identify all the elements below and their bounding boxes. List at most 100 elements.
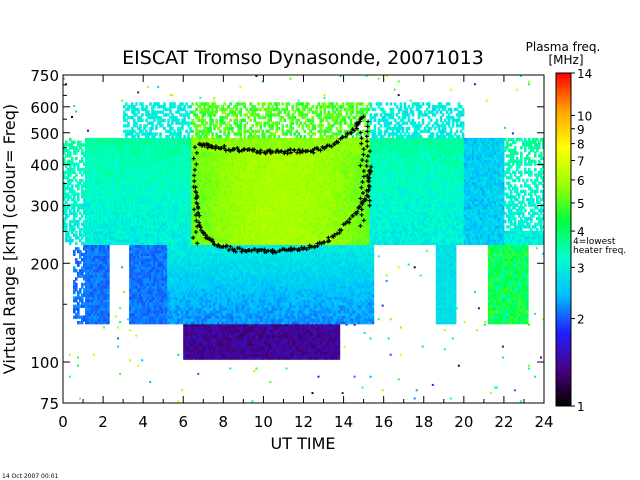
freq-cell	[117, 326, 120, 329]
freq-cell	[131, 110, 134, 114]
freq-cell	[121, 154, 124, 158]
freq-cell	[137, 159, 140, 163]
freq-cell	[115, 184, 118, 188]
freq-cell	[65, 217, 68, 221]
freq-cell	[105, 277, 108, 281]
freq-cell	[137, 312, 140, 317]
freq-cell	[129, 203, 132, 207]
freq-cell	[113, 189, 116, 194]
freq-cell	[125, 228, 128, 232]
freq-cell	[77, 203, 80, 207]
freq-cell	[73, 222, 76, 226]
freq-cell	[87, 249, 90, 254]
freq-cell	[141, 206, 144, 210]
freq-cell	[123, 165, 126, 169]
freq-cell	[87, 219, 90, 224]
freq-cell	[123, 217, 126, 221]
freq-cell	[69, 211, 72, 215]
freq-cell	[99, 282, 102, 286]
freq-cell	[97, 244, 100, 248]
freq-cell	[133, 269, 136, 273]
freq-cell	[99, 247, 102, 251]
freq-cell	[85, 187, 88, 191]
freq-cell	[79, 167, 82, 172]
freq-cell	[101, 181, 104, 185]
freq-cell	[73, 282, 76, 286]
freq-cell	[79, 140, 82, 144]
freq-cell	[103, 154, 106, 158]
freq-cell	[79, 230, 82, 235]
freq-cell	[129, 137, 132, 142]
freq-cell	[105, 200, 108, 204]
freq-cell	[133, 135, 136, 139]
freq-cell	[129, 225, 132, 229]
freq-cell	[103, 208, 106, 213]
freq-cell	[67, 178, 70, 183]
freq-cell	[95, 154, 98, 158]
freq-cell	[111, 203, 114, 207]
freq-cell	[83, 258, 86, 262]
freq-cell	[85, 184, 88, 188]
freq-cell	[135, 296, 138, 300]
freq-cell	[139, 219, 142, 224]
freq-cell	[89, 189, 92, 194]
freq-cell	[105, 165, 108, 169]
freq-cell	[133, 290, 136, 295]
freq-cell	[79, 146, 82, 150]
freq-cell	[121, 211, 124, 215]
freq-cell	[137, 140, 140, 144]
freq-cell	[135, 271, 138, 276]
freq-cell	[65, 195, 68, 199]
freq-cell	[105, 310, 108, 314]
freq-cell	[87, 285, 90, 289]
freq-cell	[89, 165, 92, 169]
freq-cell	[131, 200, 134, 204]
freq-cell	[111, 154, 114, 158]
freq-cell	[85, 290, 88, 295]
freq-cell	[109, 167, 112, 172]
freq-cell	[109, 211, 112, 215]
freq-cell	[105, 211, 108, 215]
freq-cell	[133, 192, 136, 196]
freq-cell	[91, 280, 94, 284]
freq-cell	[127, 132, 130, 136]
freq-cell	[101, 143, 104, 147]
freq-cell	[137, 91, 140, 94]
freq-cell	[93, 312, 96, 317]
freq-cell	[71, 162, 74, 166]
freq-cell	[123, 241, 126, 245]
freq-cell	[95, 203, 98, 207]
freq-cell	[69, 225, 72, 229]
freq-cell	[105, 293, 108, 297]
freq-cell	[75, 151, 78, 155]
freq-cell	[85, 260, 88, 265]
freq-cell	[111, 176, 114, 180]
freq-cell	[111, 167, 114, 172]
freq-cell	[97, 285, 100, 289]
freq-cell	[75, 304, 78, 308]
freq-cell	[123, 176, 126, 180]
freq-cell	[139, 148, 142, 153]
freq-cell	[101, 247, 104, 251]
freq-cell	[69, 228, 72, 232]
freq-cell	[107, 148, 110, 153]
freq-cell	[69, 170, 72, 174]
freq-cell	[135, 137, 138, 142]
freq-cell	[137, 280, 140, 284]
freq-cell	[129, 159, 132, 163]
freq-cell	[101, 269, 104, 273]
freq-cell	[85, 181, 88, 185]
freq-cell	[131, 263, 134, 267]
freq-cell	[127, 157, 130, 161]
freq-cell	[91, 217, 94, 221]
freq-cell	[123, 137, 126, 142]
freq-cell	[87, 203, 90, 207]
freq-cell	[117, 137, 120, 142]
freq-cell	[131, 321, 134, 325]
freq-cell	[139, 318, 142, 322]
freq-cell	[123, 203, 126, 207]
freq-cell	[91, 274, 94, 278]
freq-cell	[129, 208, 132, 213]
freq-cell	[141, 198, 144, 202]
freq-cell	[137, 178, 140, 183]
